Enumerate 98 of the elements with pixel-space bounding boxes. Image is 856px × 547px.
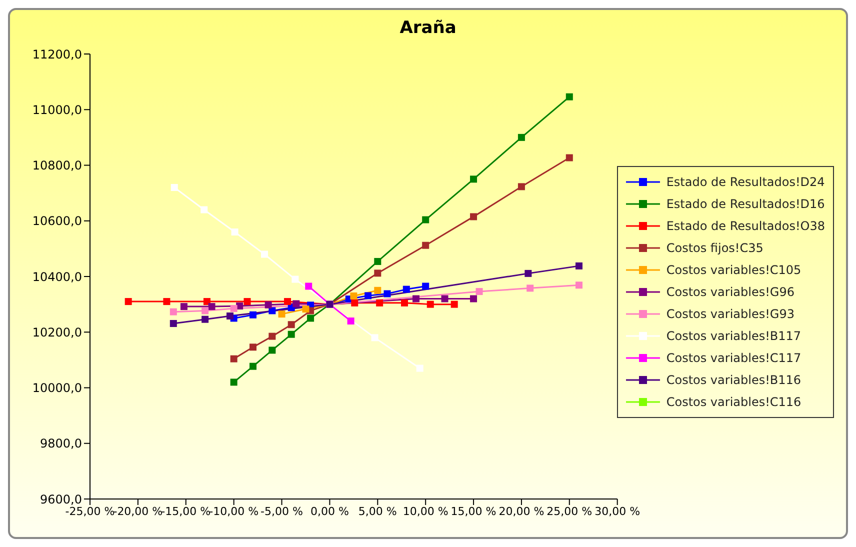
- point: [518, 134, 525, 141]
- point: [230, 378, 238, 386]
- point: [278, 310, 286, 318]
- point: [200, 206, 208, 214]
- point: [364, 292, 372, 300]
- point: [470, 295, 478, 302]
- legend-label: Estado de Resultados!D24: [666, 174, 825, 188]
- x-tick-label: -20,00 %: [113, 504, 163, 518]
- point: [422, 216, 430, 224]
- point: [292, 300, 300, 308]
- point: [268, 332, 276, 340]
- legend-label: Costos variables!B117: [666, 328, 802, 342]
- point: [268, 346, 276, 354]
- point: [470, 176, 478, 183]
- y-tick-label: 10200,0: [32, 325, 82, 340]
- point: [288, 330, 295, 338]
- point: [412, 295, 420, 302]
- legend-label: Costos variables!G93: [666, 306, 794, 320]
- point: [244, 298, 251, 306]
- point: [374, 286, 382, 294]
- point: [264, 301, 272, 308]
- point: [249, 311, 256, 318]
- x-tick-label: 20,00 %: [498, 504, 544, 518]
- point: [350, 292, 358, 300]
- x-tick-label: -15,00 %: [161, 504, 211, 518]
- y-tick-label: 9600,0: [40, 492, 82, 506]
- point: [402, 286, 410, 293]
- y-tick-label: 10600,0: [32, 214, 82, 228]
- x-tick-label: 5,00 %: [358, 504, 397, 518]
- y-tick-label: 10000,0: [32, 381, 82, 396]
- legend-label: Costos variables!G96: [666, 284, 794, 298]
- point: [288, 321, 295, 328]
- x-tick-label: 15,00 %: [450, 504, 496, 518]
- x-tick-label: 10,00 %: [402, 504, 448, 518]
- point: [203, 298, 210, 306]
- legend-label: Costos variables!C105: [666, 262, 802, 276]
- legend-label: Estado de Resultados!O38: [666, 218, 825, 232]
- x-tick-label: 0,00 %: [310, 504, 349, 518]
- point: [575, 282, 582, 289]
- point: [384, 290, 391, 298]
- point: [230, 355, 238, 362]
- point: [261, 250, 268, 258]
- y-tick-label: 10800,0: [32, 158, 82, 173]
- point: [526, 284, 534, 292]
- point: [566, 154, 573, 162]
- point: [441, 295, 448, 302]
- point: [374, 258, 382, 265]
- legend-label: Costos variables!B116: [666, 372, 802, 386]
- point: [226, 312, 234, 320]
- x-tick-label: -5,00 %: [260, 504, 303, 518]
- point: [170, 320, 177, 328]
- y-tick-label: 11000,0: [32, 102, 82, 117]
- point: [524, 270, 532, 277]
- point: [351, 299, 358, 306]
- x-tick-label: 30,00 %: [594, 504, 640, 518]
- legend-label: Estado de Resultados!D16: [666, 196, 825, 210]
- x-tick-label: -25,00 %: [65, 504, 115, 518]
- point: [400, 299, 408, 306]
- point: [371, 334, 378, 342]
- point: [284, 298, 292, 306]
- point: [170, 184, 178, 191]
- point: [347, 318, 354, 324]
- legend-label: Costos variables!C116: [666, 394, 802, 408]
- point: [416, 364, 424, 372]
- point: [470, 213, 478, 220]
- point: [292, 276, 299, 283]
- point: [422, 282, 430, 290]
- point: [249, 362, 256, 370]
- point: [230, 304, 238, 312]
- point: [518, 183, 525, 190]
- point: [575, 262, 582, 270]
- point: [231, 228, 238, 236]
- point: [376, 299, 384, 306]
- point: [422, 242, 430, 249]
- y-tick-label: 9800,0: [40, 436, 82, 451]
- point: [426, 300, 434, 308]
- point: [249, 344, 256, 351]
- point: [566, 93, 573, 100]
- legend-label: Costos variables!C117: [666, 350, 802, 364]
- point: [302, 306, 310, 313]
- point: [305, 282, 312, 290]
- y-tick-label: 10400,0: [32, 270, 82, 284]
- point: [163, 298, 170, 306]
- point: [307, 314, 314, 322]
- point: [450, 300, 458, 308]
- point: [124, 298, 132, 306]
- point: [202, 316, 209, 323]
- point: [374, 270, 382, 277]
- point: [170, 308, 177, 316]
- chart-title: Araña: [398, 17, 458, 40]
- point: [208, 303, 216, 310]
- point: [180, 303, 188, 310]
- x-tick-label: -10,00 %: [209, 504, 259, 518]
- legend-label: Costos fijos!C35: [666, 240, 764, 254]
- x-tick-label: 25,00 %: [546, 504, 592, 518]
- point: [202, 307, 209, 314]
- y-tick-label: 11200,0: [32, 47, 82, 62]
- point: [476, 288, 483, 296]
